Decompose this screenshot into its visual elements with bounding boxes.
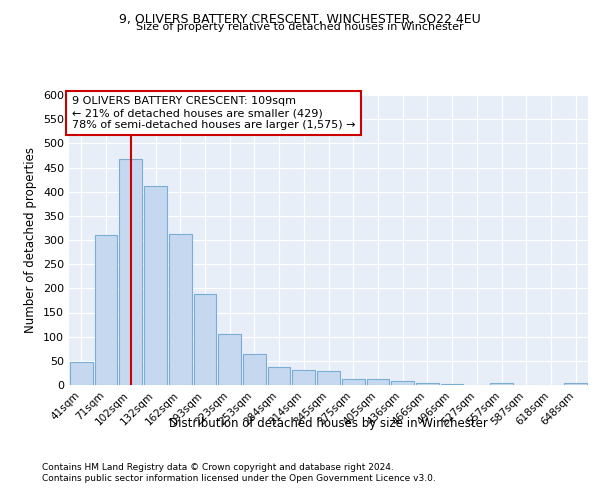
Text: 9 OLIVERS BATTERY CRESCENT: 109sqm
← 21% of detached houses are smaller (429)
78: 9 OLIVERS BATTERY CRESCENT: 109sqm ← 21%… [71,96,355,130]
Bar [169,234,191,385]
Text: Contains HM Land Registry data © Crown copyright and database right 2024.: Contains HM Land Registry data © Crown c… [42,462,394,471]
Text: 9, OLIVERS BATTERY CRESCENT, WINCHESTER, SO22 4EU: 9, OLIVERS BATTERY CRESCENT, WINCHESTER,… [119,12,481,26]
Bar [490,382,513,385]
Bar [95,234,118,385]
Text: Contains public sector information licensed under the Open Government Licence v3: Contains public sector information licen… [42,474,436,483]
Bar [342,379,365,385]
Bar [564,382,587,385]
Bar [292,370,315,385]
Bar [268,366,290,385]
Bar [70,362,93,385]
Y-axis label: Number of detached properties: Number of detached properties [25,147,37,333]
Text: Size of property relative to detached houses in Winchester: Size of property relative to detached ho… [136,22,464,32]
Bar [441,384,463,385]
Bar [119,159,142,385]
Text: Distribution of detached houses by size in Winchester: Distribution of detached houses by size … [169,418,488,430]
Bar [194,294,216,385]
Bar [367,378,389,385]
Bar [416,382,439,385]
Bar [144,186,167,385]
Bar [317,371,340,385]
Bar [243,354,266,385]
Bar [218,334,241,385]
Bar [391,381,414,385]
